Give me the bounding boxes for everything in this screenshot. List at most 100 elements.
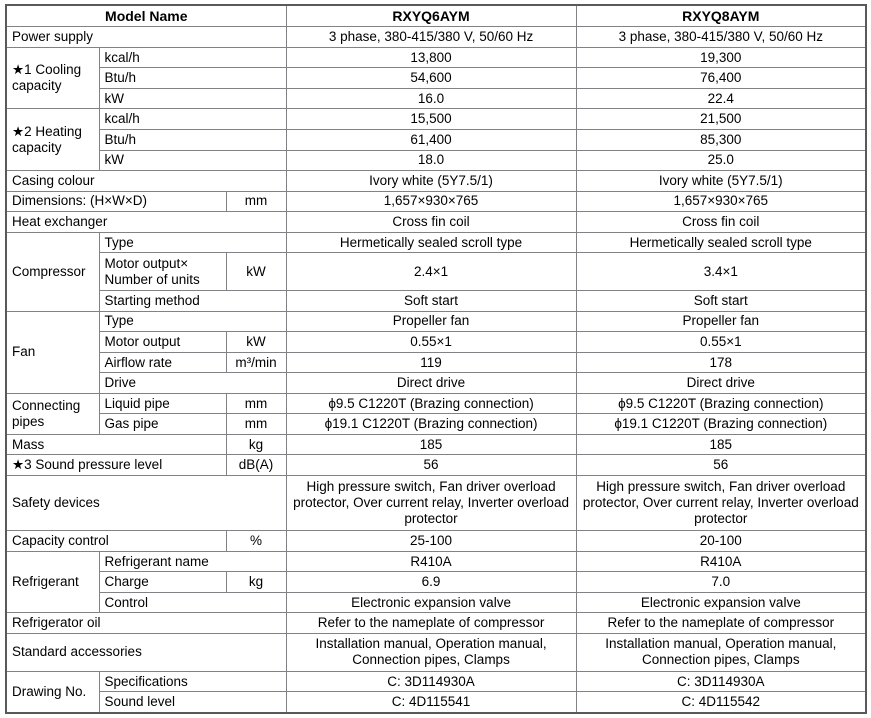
row-value-model-1: ϕ9.5 C1220T (Brazing connection) [285,392,577,415]
row-sublabel: Specifications [98,670,287,693]
table-row: Dimensions: (H×W×D) mm 1,657×930×765 1,657×… [5,190,867,213]
row-unit: kg [225,433,287,456]
table-row: Standard accessories Installation manual,… [5,632,867,672]
row-value-model-1: Installation manual, Operation manual, C… [285,632,577,672]
row-value-model-1: 2.4×1 [285,252,577,292]
row-value-model-2: Cross fin coil [575,211,867,233]
row-sublabel: Refrigerant name [98,550,287,573]
row-value-model-1: 18.0 [285,149,577,172]
row-value-model-2: R410A [575,550,867,573]
row-value-model-2: 0.55×1 [575,331,867,353]
row-value-model-1: Cross fin coil [285,211,577,233]
row-value-model-1: 185 [285,433,577,456]
table-row: Control Electronic expansion valve Electro… [6,591,867,614]
row-label: ★2 Heating capacity [5,108,100,172]
row-label: Fan [5,310,100,394]
row-value-model-1: R410A [285,550,577,573]
row-label: Casing colour [5,170,287,192]
row-value-model-1: Direct drive [285,372,577,394]
row-sublabel: Type [98,231,287,254]
row-value-model-1: Refer to the nameplate of compressor [285,612,577,634]
row-sublabel: Control [98,591,287,614]
row-unit: m³/min [225,351,287,374]
table-row: Heat exchanger Cross fin coil Cross fin co… [5,211,867,233]
header-model-name-label: Model Name [5,4,287,28]
row-value-model-2: Refer to the nameplate of compressor [575,612,867,634]
row-sublabel: Charge [98,571,227,593]
row-label: Safety devices [5,475,287,532]
row-unit: kg [225,571,287,593]
table-row: Connecting pipes Liquid pipe mm ϕ9.5 C1220T… [5,392,867,435]
row-value-model-2: 185 [575,433,867,456]
row-sublabel: Type [98,310,287,333]
table-row: ★1 Cooling capacity kcal/h 13,800 19,300 [5,46,867,110]
row-sublabel: Gas pipe [98,413,227,435]
row-sublabel: Motor output [98,331,227,353]
row-label: ★1 Cooling capacity [5,46,100,110]
row-value-model-1: Soft start [285,290,577,312]
row-value-model-2: 7.0 [575,571,867,593]
row-sublabel: kW [98,87,287,110]
row-label: Capacity control [5,530,227,552]
row-value-model-1: 6.9 [285,571,577,593]
row-label: Compressor [5,231,100,312]
table-row: Airflow rate m³/min 119 178 [6,351,867,374]
row-unit: mm [225,190,287,213]
table-row: ★2 Heating capacity kcal/h 15,500 21,500 [5,108,867,172]
row-value-model-2: Direct drive [575,372,867,394]
row-sublabel: Liquid pipe [98,392,227,415]
row-value-model-1: 3 phase, 380-415/380 V, 50/60 Hz [285,26,577,48]
row-value-model-2: ϕ9.5 C1220T (Brazing connection) [575,392,867,415]
row-value-model-2: Electronic expansion valve [575,591,867,614]
row-label: Dimensions: (H×W×D) [5,190,227,213]
header-model-1: RXYQ6AYM [285,4,577,28]
row-value-model-1: 61,400 [285,128,577,151]
table-row: kW 18.0 25.0 [6,149,867,172]
table-row: Gas pipe mm ϕ19.1 C1220T (Brazing connecti… [6,413,867,435]
row-value-model-2: 56 [575,454,867,477]
row-sublabel: Motor output× Number of units [98,252,227,292]
table-row: Capacity control% 25-100 20-100 [5,530,867,552]
row-unit: dB(A) [225,454,287,477]
table-row: Btu/h 54,600 76,400 [6,67,867,89]
row-value-model-1: C: 3D114930A [285,670,577,693]
row-value-model-2: Ivory white (5Y7.5/1) [575,170,867,192]
row-value-model-2: 178 [575,351,867,374]
table-row: Casing colour Ivory white (5Y7.5/1) Ivory … [5,170,867,192]
row-value-model-1: Propeller fan [285,310,577,333]
row-value-model-2: 3 phase, 380-415/380 V, 50/60 Hz [575,26,867,48]
table-row: Motor output kW 0.55×1 0.55×1 [6,331,867,353]
table-row: Motor output× Number of units kW 2.4×1 3.4×… [6,252,867,292]
row-unit: kW [225,331,287,353]
table-row: Refrigerant Refrigerant name R410A R410A [5,550,867,614]
row-sublabel: kW [98,149,287,172]
row-sublabel: Sound level [98,691,287,714]
row-value-model-2: 20-100 [575,530,867,552]
row-value-model-2: 22.4 [575,87,867,110]
table-row: Compressor Type Hermetically sealed scroll… [5,231,867,312]
table-header-row: Model Name RXYQ6AYM RXYQ8AYM [5,4,867,28]
row-value-model-1: 13,800 [285,46,577,69]
row-unit: % [225,530,287,552]
row-label: ★3 Sound pressure level [5,454,227,477]
row-value-model-2: Propeller fan [575,310,867,333]
row-value-model-2: 25.0 [575,149,867,172]
header-model-2: RXYQ8AYM [575,4,867,28]
specification-table: Model Name RXYQ6AYM RXYQ8AYM Power supply 3 … [5,4,868,714]
row-sublabel: kcal/h [98,46,287,69]
row-value-model-2: 21,500 [575,108,867,130]
row-unit: kW [225,252,287,292]
row-sublabel: Btu/h [98,67,287,89]
row-value-model-2: ϕ19.1 C1220T (Brazing connection) [575,413,867,435]
row-value-model-2: 3.4×1 [575,252,867,292]
row-label: Connecting pipes [5,392,100,435]
row-value-model-1: 54,600 [285,67,577,89]
table-row: Fan Type Propeller fan Propeller fan [5,310,867,394]
table-row: ★3 Sound pressure level dB(A) 56 56 [5,454,867,477]
row-value-model-1: 1,657×930×765 [285,190,577,213]
row-value-model-1: Ivory white (5Y7.5/1) [285,170,577,192]
table-row: Starting method Soft start Soft start [6,290,867,312]
row-value-model-2: Soft start [575,290,867,312]
row-value-model-1: Hermetically sealed scroll type [285,231,577,254]
